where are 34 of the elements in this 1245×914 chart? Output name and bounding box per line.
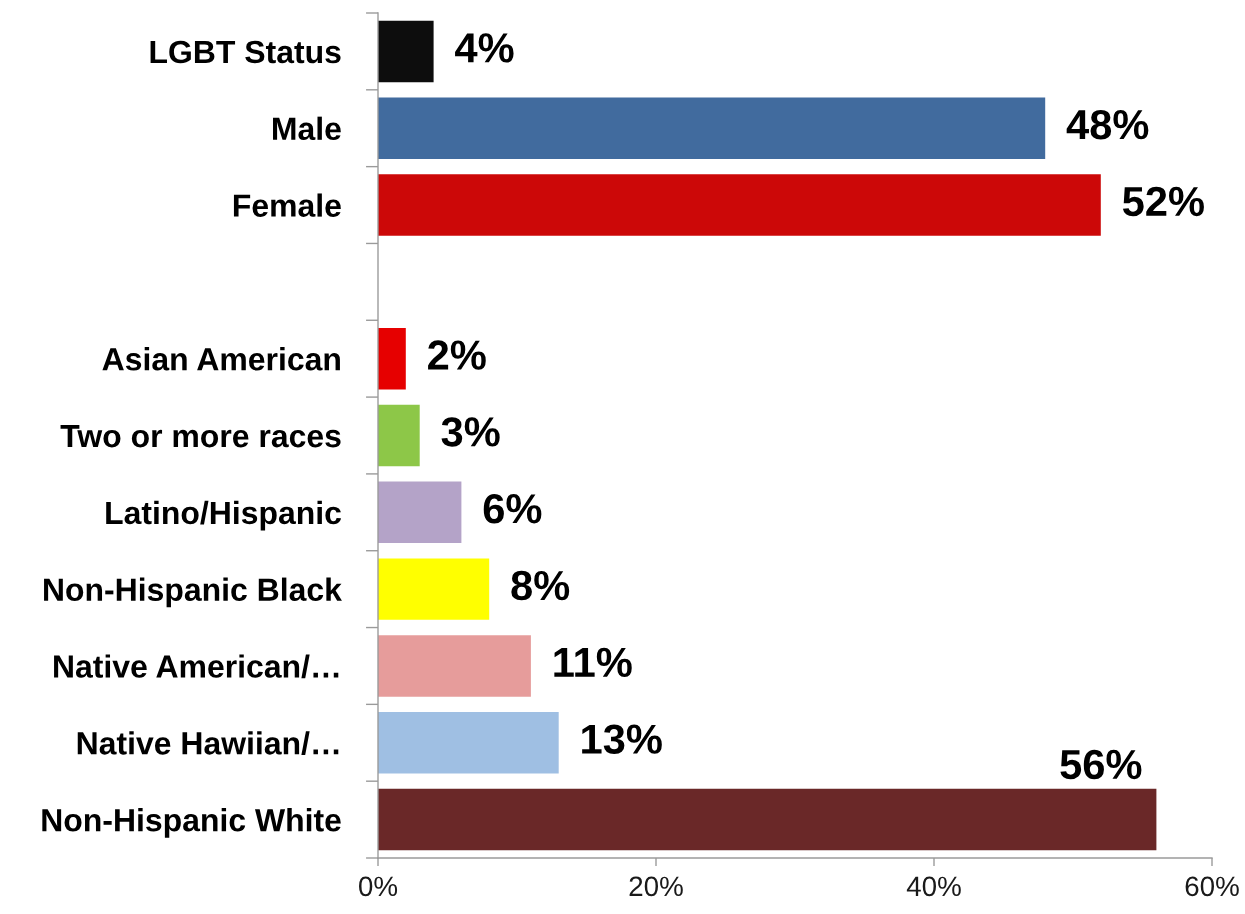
y-tick-label: Female xyxy=(233,193,341,217)
data-label: 4% xyxy=(455,33,514,63)
y-tick-label: Native American/… xyxy=(54,654,339,679)
y-tick-label: Native Hawiian/… xyxy=(77,731,339,755)
data-label: 56% xyxy=(1060,749,1142,780)
bar xyxy=(378,327,406,390)
y-tick-label: Latino/Hispanic xyxy=(106,500,341,531)
y-tick-label: Non-Hispanic White xyxy=(42,808,341,838)
y-tick-label: Two or more races xyxy=(60,425,341,448)
bar xyxy=(378,558,490,620)
y-tick-label: Non-Hispanic Black xyxy=(44,577,342,608)
data-label: 48% xyxy=(1066,109,1149,140)
bar xyxy=(378,635,531,697)
data-label: 13% xyxy=(582,724,662,755)
bar xyxy=(378,20,434,83)
x-tick-label: 20% xyxy=(629,876,683,897)
data-label: 52% xyxy=(1122,186,1204,217)
bar xyxy=(378,788,1157,851)
data-label: 3% xyxy=(441,417,500,447)
data-label: 2% xyxy=(428,340,486,370)
data-label: 6% xyxy=(483,494,542,524)
y-tick-label: Male xyxy=(273,116,341,141)
x-tick-label: 40% xyxy=(906,876,961,897)
bar xyxy=(378,712,559,774)
bar xyxy=(378,174,1101,236)
data-label: 8% xyxy=(511,570,570,601)
data-label: 11% xyxy=(554,647,632,678)
y-tick-label: LGBT Status xyxy=(150,40,341,64)
x-tick-label: 60% xyxy=(1185,876,1239,897)
y-tick-label: Asian American xyxy=(102,347,340,371)
bar xyxy=(378,481,462,544)
bar xyxy=(378,404,420,467)
bar xyxy=(378,97,1046,159)
x-tick-label: 0% xyxy=(359,876,398,897)
